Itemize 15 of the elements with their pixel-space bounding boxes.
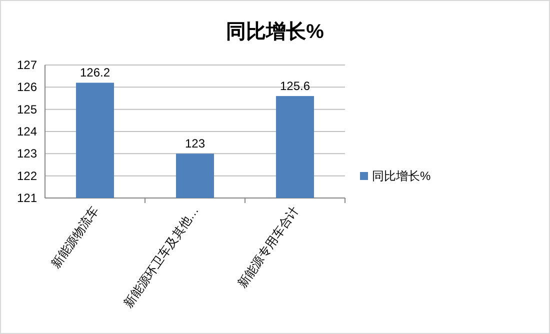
y-tick-label: 125 bbox=[16, 102, 38, 116]
data-label: 123 bbox=[184, 136, 206, 151]
x-tick-label: 新能源物流车 bbox=[48, 204, 102, 271]
x-tick-label: 新能源专用车合计 bbox=[234, 204, 302, 290]
legend-label: 同比增长% bbox=[372, 169, 431, 183]
y-tick-label: 126 bbox=[16, 80, 38, 94]
y-tick-label: 121 bbox=[16, 191, 38, 205]
y-tick-label: 124 bbox=[16, 124, 38, 138]
x-tick-label: 新能源环卫车及其他… bbox=[121, 204, 202, 310]
data-label: 125.6 bbox=[280, 79, 310, 94]
y-tick-label: 123 bbox=[16, 146, 38, 161]
chart-title: 同比增长% bbox=[226, 21, 324, 43]
y-tick-label: 127 bbox=[16, 58, 38, 72]
data-label: 126.2 bbox=[80, 66, 110, 80]
y-tick-label: 122 bbox=[16, 168, 38, 183]
